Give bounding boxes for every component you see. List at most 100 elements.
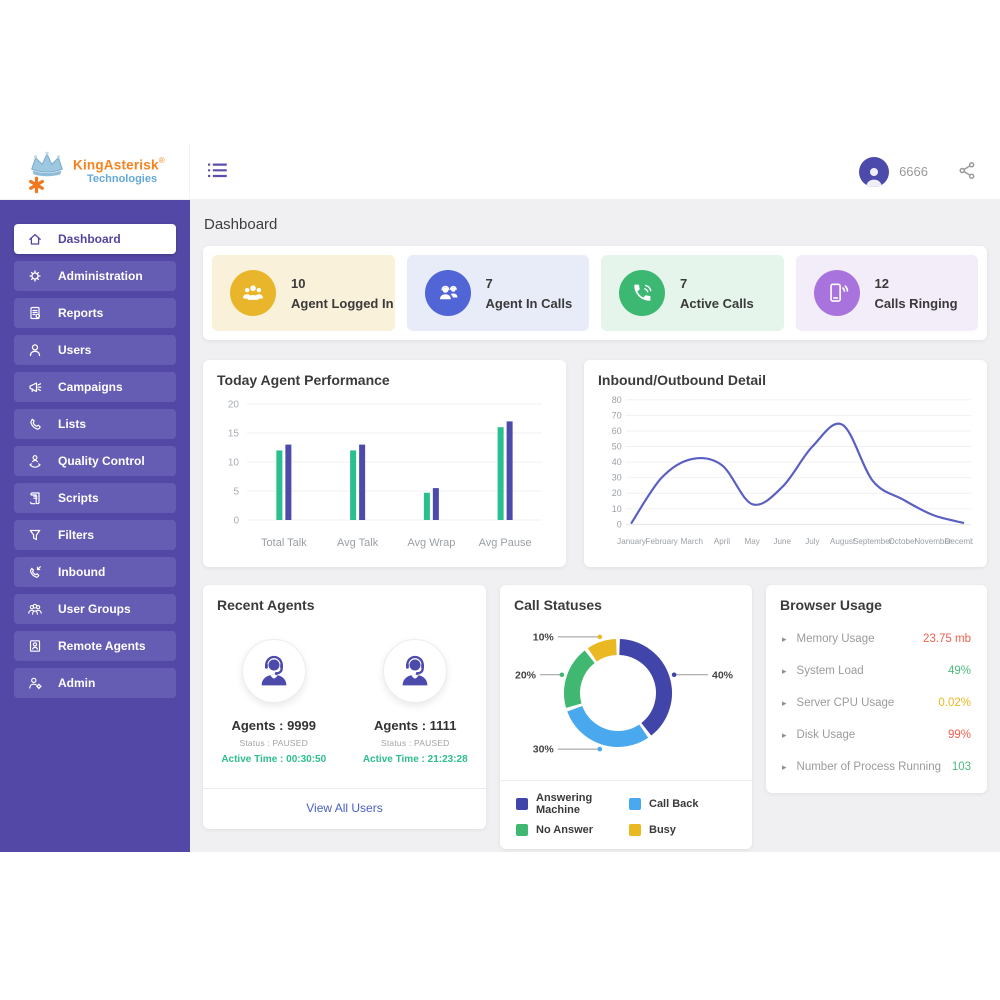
- stat-value: 7: [680, 275, 688, 291]
- user-id: 6666: [899, 164, 928, 179]
- stat-circle: [813, 270, 860, 316]
- agents-footer: View All Users: [203, 788, 486, 829]
- svg-text:70: 70: [612, 410, 622, 420]
- usage-row-processes[interactable]: ▸ Number of Process Running 103: [780, 751, 973, 783]
- brand-name: KingAsterisk: [73, 157, 159, 173]
- agent-badge-icon: [27, 638, 43, 654]
- scroll-icon: [27, 490, 43, 506]
- caret-right-icon: ▸: [782, 729, 787, 740]
- svg-text:Avg Pause: Avg Pause: [479, 537, 532, 549]
- stat-circle: [619, 270, 665, 316]
- legend-item-busy: Busy: [629, 824, 736, 836]
- sidebar-item-label: Reports: [58, 306, 104, 320]
- call-statuses-panel: Call Statuses 40% 30% 20% 10% Answering Mac…: [500, 585, 752, 849]
- agent-performance-panel: Today Agent Performance 0 5 10 15 20 Total Ta…: [203, 360, 566, 567]
- sidebar-item-campaigns[interactable]: Campaigns: [14, 372, 176, 402]
- caret-right-icon: ▸: [782, 697, 787, 708]
- legend-label: Call Back: [649, 798, 699, 810]
- agent-active-time: Active Time : 00:30:50: [221, 754, 327, 765]
- svg-text:30%: 30%: [533, 744, 555, 756]
- call-statuses-donut-chart: 40% 30% 20% 10%: [515, 631, 734, 756]
- svg-text:October: October: [888, 537, 917, 546]
- browser-usage-title: Browser Usage: [780, 597, 882, 613]
- svg-text:5: 5: [233, 487, 239, 498]
- sidebar-item-filters[interactable]: Filters: [14, 520, 176, 550]
- sidebar-item-quality-control[interactable]: Quality Control: [14, 446, 176, 476]
- sidebar-item-label: Remote Agents: [58, 639, 146, 653]
- usage-value: 103: [951, 761, 971, 773]
- stat-card-calls-ringing: 12 Calls Ringing: [795, 255, 978, 331]
- caret-right-icon: ▸: [782, 633, 787, 644]
- sidebar-item-lists[interactable]: Lists: [14, 409, 176, 439]
- topbar-right: 6666: [859, 156, 978, 187]
- stat-label: Agent In Calls: [485, 295, 573, 311]
- stat-value: 10: [291, 275, 306, 291]
- usage-row-disk[interactable]: ▸ Disk Usage 99%: [780, 719, 973, 751]
- sidebar-item-label: Dashboard: [58, 232, 121, 246]
- view-all-users-link[interactable]: View All Users: [306, 801, 383, 815]
- legend-item-no-answer: No Answer: [516, 824, 623, 836]
- recent-agents-title: Recent Agents: [217, 597, 315, 613]
- brand-logo: KingAsterisk® Technologies: [0, 144, 190, 199]
- agent-name: Agents : 9999: [231, 718, 317, 733]
- menu-toggle-button[interactable]: [204, 159, 231, 185]
- sidebar-item-label: Campaigns: [58, 380, 123, 394]
- bottom-row: Recent Agents Agents : 9999 Status : PAU…: [203, 585, 987, 849]
- sidebar-item-remote-agents[interactable]: Remote Agents: [14, 631, 176, 661]
- svg-text:0: 0: [617, 519, 622, 529]
- usage-label: Memory Usage: [796, 633, 875, 645]
- usage-row-system-load[interactable]: ▸ System Load 49%: [780, 655, 973, 687]
- caret-right-icon: ▸: [782, 761, 787, 772]
- svg-text:August: August: [830, 537, 856, 546]
- svg-text:Total Talk: Total Talk: [261, 537, 307, 549]
- share-button[interactable]: [956, 159, 978, 185]
- usage-value: 0.02%: [938, 697, 971, 709]
- inbound-outbound-line-chart: 0 10 20 30 40 50 60 70 80 January February March Apr…: [612, 395, 982, 546]
- user-avatar[interactable]: [859, 156, 890, 187]
- sidebar-item-administration[interactable]: Administration: [14, 261, 176, 291]
- legend-swatch: [516, 824, 528, 836]
- agent-card: Agents : 1111 Status : PAUSED Active Tim…: [345, 639, 487, 765]
- sidebar-item-label: Admin: [58, 676, 96, 690]
- sidebar-item-scripts[interactable]: Scripts: [14, 483, 176, 513]
- stats-panel: 10 Agent Logged In 7 Agent In Calls 7: [203, 246, 987, 340]
- legend-label: Answering Machine: [536, 792, 593, 816]
- svg-text:September: September: [853, 537, 893, 546]
- sidebar-item-admin[interactable]: Admin: [14, 668, 176, 698]
- usage-row-server-cpu[interactable]: ▸ Server CPU Usage 0.02%: [780, 687, 973, 719]
- svg-text:40%: 40%: [712, 669, 734, 681]
- sidebar-item-label: Scripts: [58, 491, 99, 505]
- sidebar-item-user-groups[interactable]: User Groups: [14, 594, 176, 624]
- agent-status: Status : PAUSED: [380, 738, 450, 748]
- sidebar-item-dashboard[interactable]: Dashboard: [14, 224, 176, 254]
- sidebar-item-users[interactable]: Users: [14, 335, 176, 365]
- agents-headset-icon: [439, 285, 457, 300]
- svg-text:15: 15: [228, 429, 240, 440]
- inbound-outbound-panel: Inbound/Outbound Detail 0 10 20 30 40 50 60 70 8…: [584, 360, 987, 567]
- agent-active-time: Active Time : 21:23:28: [362, 754, 468, 765]
- funnel-icon: [27, 527, 43, 543]
- legend-label: No Answer: [536, 824, 594, 836]
- sidebar-item-inbound[interactable]: Inbound: [14, 557, 176, 587]
- sidebar-item-label: Lists: [58, 417, 87, 431]
- agent-headset-icon: [402, 655, 428, 686]
- people-group-icon: [27, 601, 43, 617]
- usage-label: Disk Usage: [796, 729, 856, 741]
- svg-text:November: November: [914, 537, 952, 546]
- gear-icon: [27, 268, 43, 284]
- person-gear-icon: [27, 675, 43, 691]
- agents-group-icon: [243, 285, 263, 300]
- bar-chart-title: Today Agent Performance: [217, 372, 390, 388]
- stat-label: Agent Logged In: [291, 295, 394, 311]
- svg-text:July: July: [805, 537, 820, 546]
- svg-text:December: December: [945, 537, 973, 546]
- call-statuses-title: Call Statuses: [514, 597, 602, 613]
- usage-row-memory[interactable]: ▸ Memory Usage 23.75 mb: [780, 623, 973, 655]
- line-chart-title: Inbound/Outbound Detail: [598, 372, 766, 388]
- agent-performance-bar-chart: 0 5 10 15 20 Total Talk Avg Talk Avg Wrap Avg Pa…: [228, 400, 542, 549]
- sidebar-item-label: Users: [58, 343, 92, 357]
- sidebar-item-reports[interactable]: Reports: [14, 298, 176, 328]
- agent-card: Agents : 9999 Status : PAUSED Active Tim…: [203, 639, 345, 765]
- stat-card-active-calls: 7 Active Calls: [601, 255, 784, 331]
- phone-icon: [27, 416, 43, 432]
